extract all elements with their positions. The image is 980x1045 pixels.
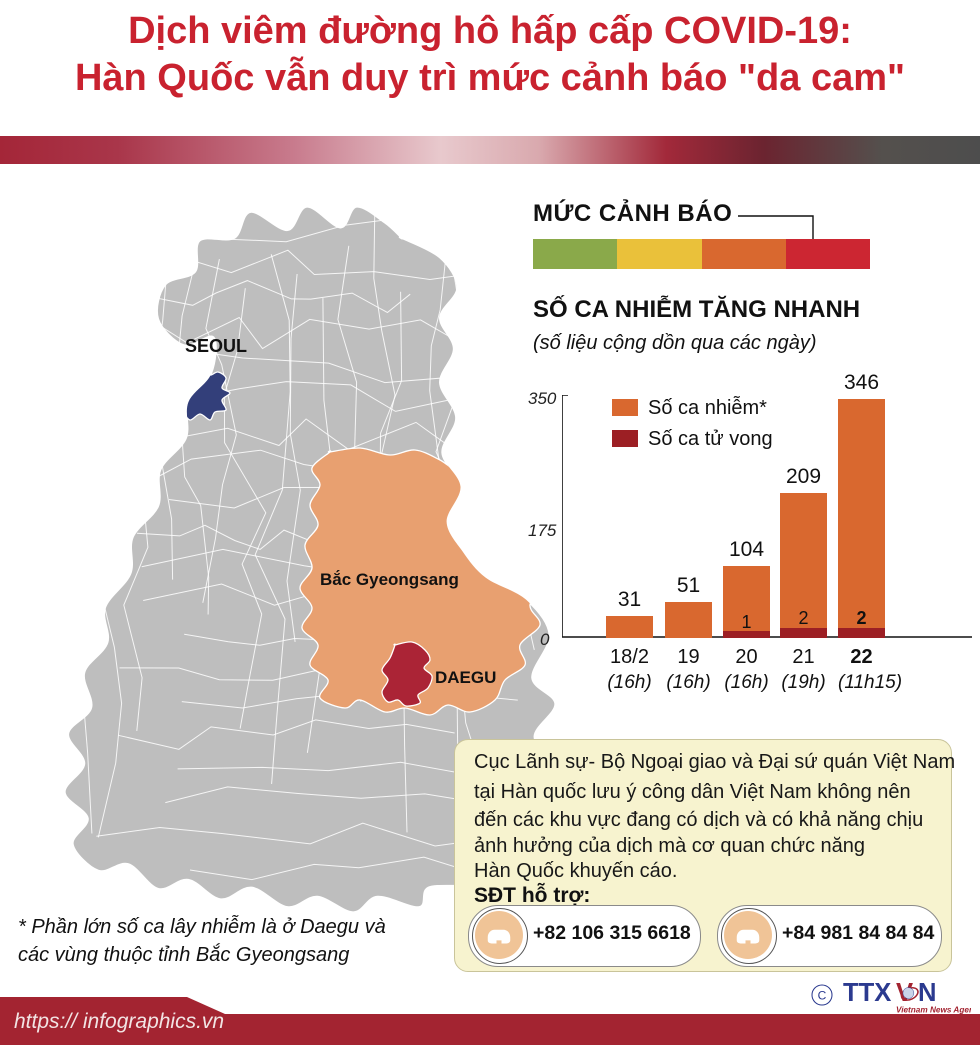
svg-text:TTX: TTX [843, 979, 891, 1007]
svg-text:C: C [818, 988, 827, 1002]
svg-text:N: N [918, 979, 936, 1007]
svg-text:Vietnam News Agency: Vietnam News Agency [896, 1006, 971, 1015]
